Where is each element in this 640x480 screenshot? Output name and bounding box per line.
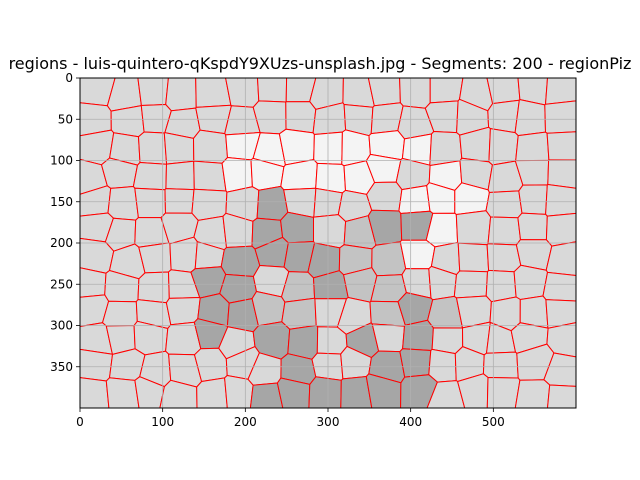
segment-cell-dark [308, 376, 342, 408]
segment-cell-mid [545, 183, 576, 217]
segment-cell-mid [514, 379, 551, 408]
segment-cell-mid [132, 161, 168, 191]
segment-cell-light [398, 185, 431, 215]
segment-cell-mid [256, 78, 288, 103]
segment-cell-mid [285, 101, 317, 134]
segment-cell-mid [514, 99, 547, 137]
segment-cell-mid [515, 131, 550, 162]
segment-cell-mid [518, 184, 548, 215]
x-tick-label: 200 [234, 415, 257, 429]
segment-cell-mid [192, 129, 229, 164]
segment-regions [80, 78, 576, 408]
y-tick-label: 0 [65, 71, 73, 85]
segment-cell-gray [370, 274, 407, 303]
segment-cell-mid [110, 105, 145, 138]
plot-area: 0 100 200 300 400 500 0 50 100 150 200 250 300 350 [50, 71, 577, 429]
segment-cell-mid [225, 78, 260, 108]
segment-cell-mid [487, 216, 522, 246]
segment-cell-mid [486, 376, 521, 408]
segment-cell-dark [287, 324, 319, 360]
segment-cell-mid [429, 78, 464, 104]
x-tick-label: 0 [76, 415, 84, 429]
segment-cell-mid [134, 187, 167, 219]
segment-cell-mid [366, 181, 403, 212]
segment-cell-mid [80, 348, 114, 382]
segment-cell-mid [457, 242, 490, 273]
segment-cell-gray [251, 290, 286, 327]
segment-cell-mid [80, 267, 107, 298]
segment-cell-mid [164, 188, 195, 214]
segment-cell-mid [224, 374, 254, 408]
segment-cell-mid [107, 185, 139, 221]
y-tick-label: 250 [50, 277, 73, 291]
y-tick-label: 350 [50, 360, 73, 374]
segment-cell-mid [486, 243, 522, 273]
segment-cell-mid [544, 78, 576, 105]
segment-cell-mid [165, 296, 201, 326]
segment-cell-mid [399, 78, 431, 109]
segment-cell-mid [163, 132, 195, 165]
segment-cell-mid [169, 236, 198, 273]
segment-cell-light [399, 239, 436, 270]
y-axis: 0 50 100 150 200 250 300 350 [50, 71, 80, 374]
segment-cell-mid [138, 242, 172, 274]
segment-cell-dark [399, 348, 432, 378]
segment-cell-mid [546, 131, 576, 161]
x-tick-label: 300 [317, 415, 340, 429]
segment-cell-mid [80, 377, 110, 408]
y-tick-label: 50 [58, 112, 73, 126]
segment-cell-mid [517, 212, 548, 241]
segment-cell-mid [193, 160, 227, 192]
y-tick-label: 300 [50, 319, 73, 333]
segment-cell-mid [482, 351, 519, 379]
x-tick-label: 100 [151, 415, 174, 429]
segment-cell-mid [547, 159, 576, 189]
segment-cell-mid [486, 78, 521, 105]
x-axis: 0 100 200 300 400 500 [76, 408, 505, 429]
x-tick-label: 500 [482, 415, 505, 429]
segment-cell-dark [402, 319, 434, 352]
segment-cell-mid [455, 210, 492, 246]
segment-cell-dark [220, 245, 261, 278]
segment-cell-mid [105, 377, 140, 408]
segment-cell-mid [546, 384, 576, 408]
segment-cell-gray [371, 241, 407, 277]
segment-cell-mid [485, 190, 523, 219]
segment-cell-mid [485, 269, 517, 303]
segment-cell-light [315, 162, 347, 194]
segment-cell-mid [428, 348, 457, 383]
segment-cell-mid [545, 212, 576, 247]
y-tick-label: 100 [50, 154, 73, 168]
segment-cell-mid [165, 78, 197, 112]
segment-cell-light [221, 156, 253, 193]
segment-cell-mid [367, 78, 401, 107]
segment-cell-mid [191, 188, 228, 221]
segment-cell-mid [487, 99, 520, 134]
y-tick-label: 150 [50, 195, 73, 209]
segment-cell-mid [542, 271, 576, 302]
chart-title: regions - luis-quintero-qKspdY9XUzs-unsp… [9, 54, 632, 73]
segment-cell-mid [137, 78, 169, 107]
segment-cell-mid [544, 100, 576, 134]
y-tick-label: 200 [50, 236, 73, 250]
segment-cell-mid [316, 326, 348, 355]
segment-cell-dark [280, 211, 314, 244]
segment-cell-mid [137, 271, 170, 304]
segment-cell-mid [101, 300, 138, 327]
segment-cell-mid [513, 264, 549, 301]
segment-cell-gray [281, 297, 317, 330]
segment-cell-mid [196, 377, 228, 408]
segment-cell-light [278, 128, 315, 166]
segment-cell-mid [165, 160, 195, 191]
segment-cell-mid [195, 78, 232, 108]
segment-cell-dark [256, 185, 289, 221]
x-tick-label: 400 [399, 415, 422, 429]
